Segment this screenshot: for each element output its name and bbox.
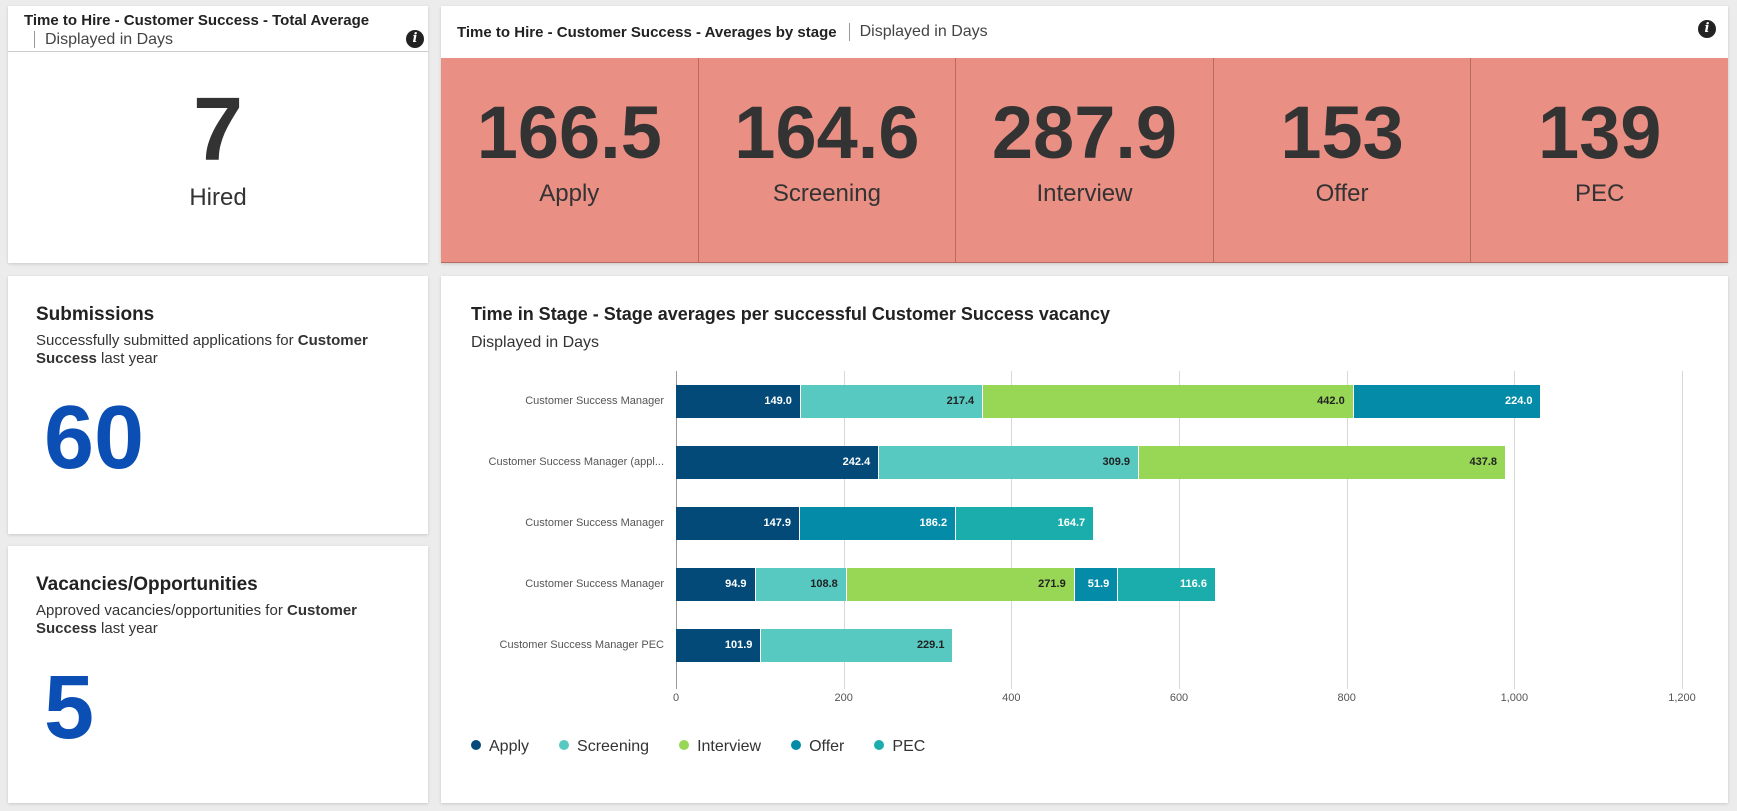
vacancies-value: 5	[44, 658, 95, 758]
tile-value: 164.6	[734, 91, 920, 174]
stage-tile-pec: 139 PEC	[1471, 58, 1728, 262]
info-icon[interactable]: i	[406, 30, 424, 48]
bar-segment-interview[interactable]: 437.8	[1139, 446, 1507, 479]
tile-value: 139	[1537, 91, 1662, 174]
legend-label: PEC	[892, 738, 926, 755]
bar-segment-interview[interactable]: 442.0	[983, 385, 1354, 418]
bar-segment-screening[interactable]: 108.8	[755, 568, 847, 601]
bar-segment-apply[interactable]: 149.0	[676, 385, 801, 418]
card-description: Successfully submitted applications for …	[36, 332, 396, 368]
x-tick-label: 1,200	[1668, 692, 1696, 704]
chart-subtitle: Displayed in Days	[471, 334, 600, 351]
desc-text: Successfully submitted applications for	[36, 332, 298, 349]
grid-line	[1179, 371, 1180, 689]
hired-label: Hired	[189, 184, 247, 211]
bar-segment-screening[interactable]: 217.4	[800, 385, 984, 418]
x-tick-label: 400	[1002, 692, 1021, 704]
stage-averages-card: Time to Hire - Customer Success - Averag…	[441, 6, 1728, 263]
category-label: Customer Success Manager PEC	[499, 639, 664, 651]
category-label: Customer Success Manager (appl...	[488, 456, 664, 468]
tile-value: 153	[1280, 91, 1404, 174]
bar-segment-apply[interactable]: 101.9	[676, 629, 762, 662]
bar-segment-interview[interactable]: 271.9	[846, 568, 1075, 601]
legend-item-screening[interactable]: Screening	[559, 738, 649, 756]
legend-dot-icon	[791, 740, 802, 750]
stage-tile-interview: 287.9 Interview	[956, 58, 1214, 262]
chart-title: Time in Stage - Stage averages per succe…	[471, 304, 1110, 324]
x-tick-label: 1,000	[1500, 692, 1529, 704]
card-title: Vacancies/Opportunities	[36, 574, 258, 595]
card-subtitle: Displayed in Days	[848, 23, 988, 41]
card-header: Time to Hire - Customer Success - Total …	[8, 6, 428, 52]
submissions-value: 60	[44, 388, 145, 488]
card-subtitle: Displayed in Days	[34, 31, 173, 48]
chart-legend: Apply Screening Interview Offer PEC	[471, 738, 925, 756]
grid-line	[1346, 371, 1348, 689]
tile-value: 166.5	[476, 91, 662, 174]
desc-bold: Customer Success	[36, 332, 368, 367]
bar-segment-screening[interactable]: 309.9	[879, 446, 1139, 479]
tile-label: Screening	[772, 180, 881, 207]
desc-text: Approved vacancies/opportunities for	[36, 602, 287, 619]
submissions-card: Submissions Successfully submitted appli…	[8, 276, 428, 534]
bar-segment-apply[interactable]: 147.9	[676, 507, 800, 540]
tile-label: PEC	[1574, 180, 1625, 207]
grid-line	[1682, 371, 1683, 689]
bar-segment-pec[interactable]: 116.6	[1118, 568, 1216, 601]
stage-tile-apply: 166.5 Apply	[441, 58, 699, 262]
info-icon[interactable]: i	[1698, 20, 1716, 38]
x-tick-label: 600	[1169, 692, 1189, 704]
legend-dot-icon	[471, 740, 481, 750]
x-tick-label: 800	[1337, 692, 1356, 704]
legend-item-interview[interactable]: Interview	[679, 738, 761, 756]
bar-segment-apply[interactable]: 94.9	[676, 568, 756, 601]
x-tick-label: 0	[672, 692, 680, 704]
bar-segment-screening[interactable]: 229.1	[761, 629, 954, 662]
bar-segment-offer[interactable]: 224.0	[1353, 385, 1542, 418]
card-title: Time to Hire - Customer Success - Total …	[24, 12, 370, 29]
bar-segment-pec[interactable]: 164.7	[956, 507, 1095, 540]
legend-dot-icon	[679, 740, 690, 750]
stage-tile-offer: 153 Offer	[1213, 58, 1472, 262]
legend-item-pec[interactable]: PEC	[874, 738, 925, 756]
card-title: Submissions	[36, 304, 155, 325]
legend-label: Offer	[809, 738, 845, 755]
bar-segment-offer[interactable]: 51.9	[1074, 568, 1119, 601]
tile-label: Apply	[539, 180, 600, 207]
tile-label: Offer	[1315, 180, 1369, 207]
tile-label: Interview	[1036, 180, 1133, 207]
tile-value: 287.9	[991, 91, 1178, 174]
total-average-card: Time to Hire - Customer Success - Total …	[8, 6, 428, 263]
legend-item-offer[interactable]: Offer	[791, 738, 844, 756]
legend-dot-icon	[559, 740, 570, 750]
card-header: Time to Hire - Customer Success - Averag…	[441, 6, 1728, 58]
desc-text: last year	[96, 620, 158, 637]
time-in-stage-chart-card: Time in Stage - Stage averages per succe…	[441, 276, 1728, 803]
desc-text: last year	[96, 350, 158, 367]
legend-dot-icon	[874, 740, 885, 750]
card-title: Time to Hire - Customer Success - Averag…	[457, 23, 837, 41]
hired-value: 7	[192, 80, 244, 180]
legend-label: Screening	[577, 738, 650, 755]
category-label: Customer Success Manager	[525, 578, 664, 590]
legend-label: Apply	[489, 738, 530, 755]
card-description: Approved vacancies/opportunities for Cus…	[36, 602, 396, 638]
grid-line	[1514, 371, 1516, 689]
category-label: Customer Success Manager	[525, 395, 664, 407]
stage-tile-screening: 164.6 Screening	[698, 58, 957, 262]
desc-bold: Customer Success	[36, 602, 357, 637]
legend-item-apply[interactable]: Apply	[471, 738, 529, 756]
bar-segment-apply[interactable]: 242.4	[676, 446, 880, 479]
x-tick-label: 200	[834, 692, 853, 704]
legend-label: Interview	[697, 738, 762, 755]
bar-segment-offer[interactable]: 186.2	[799, 507, 957, 540]
category-label: Customer Success Manager	[525, 517, 664, 529]
stage-tiles: 166.5 Apply 164.6 Screening 287.9 Interview…	[441, 58, 1728, 263]
vacancies-card: Vacancies/Opportunities Approved vacanci…	[8, 546, 428, 803]
